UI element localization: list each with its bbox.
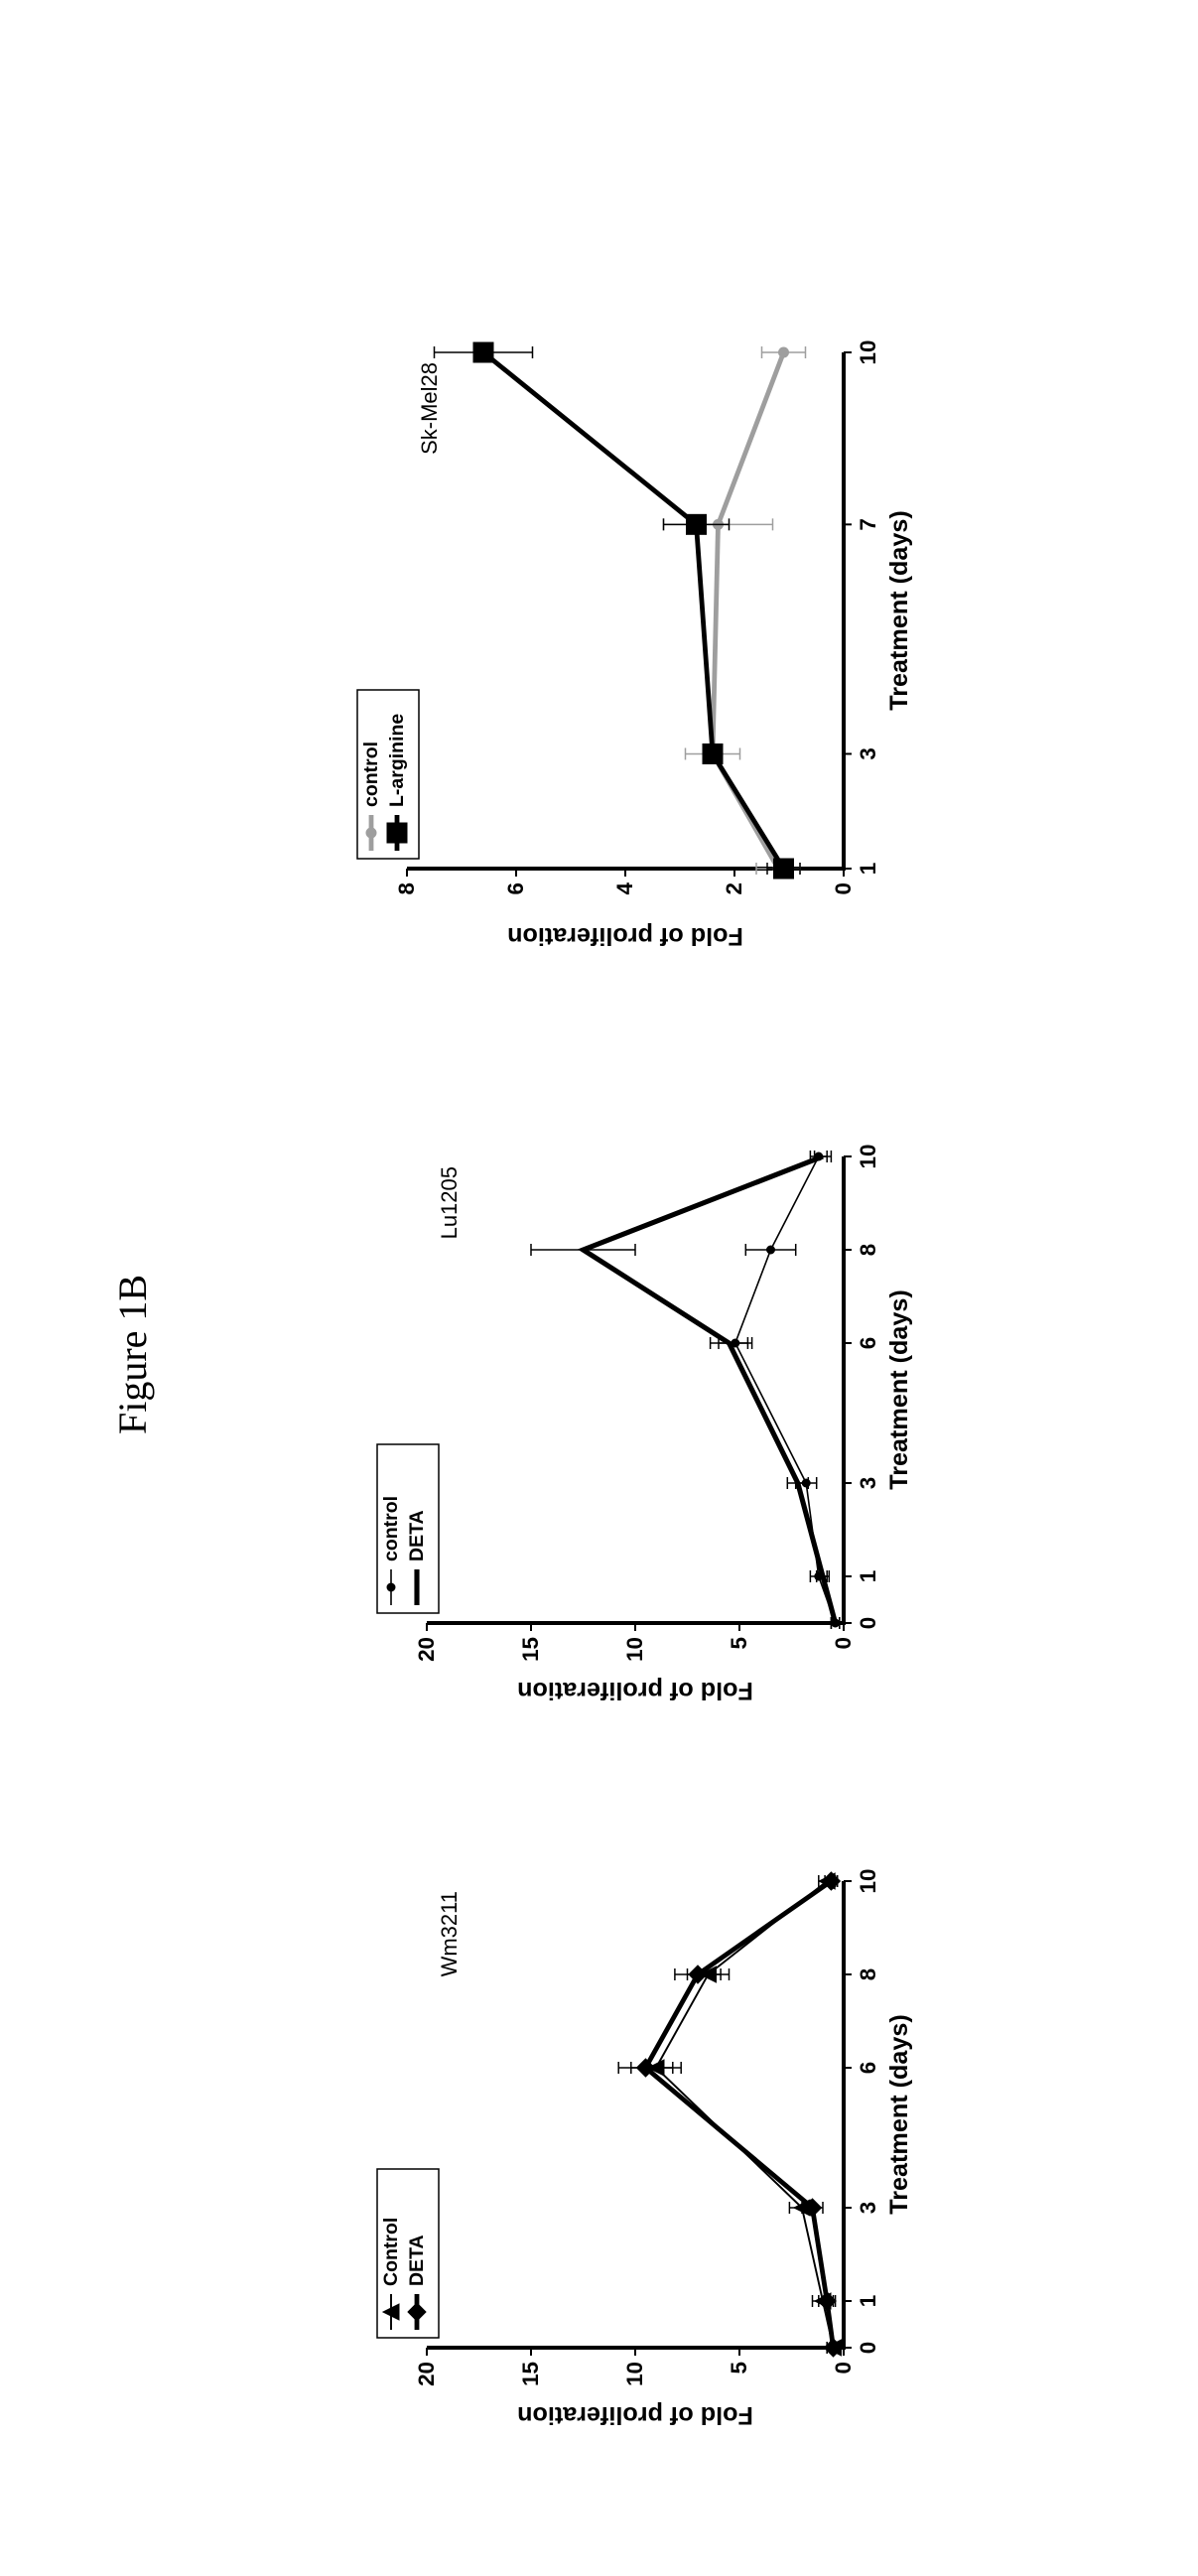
ylabel: Fold of proliferation	[507, 922, 743, 950]
xlabel: Treatment (days)	[885, 2014, 913, 2215]
series-marker	[774, 859, 794, 879]
series-line-DETA	[646, 1881, 834, 2348]
series-line-Control	[656, 1881, 834, 2348]
xtick-label: 3	[856, 2202, 880, 2214]
xtick-label: 8	[856, 1244, 880, 1256]
chart-title: Lu1205	[437, 1166, 462, 1239]
ytick-label: 10	[622, 1637, 647, 1662]
figure-title: Figure 1B	[109, 1275, 156, 1434]
ytick-label: 0	[831, 2362, 856, 2373]
legend-label: DETA	[406, 2235, 428, 2286]
legend-label: control	[380, 1496, 402, 1561]
xtick-label: 7	[856, 518, 880, 530]
xtick-label: 0	[856, 2342, 880, 2354]
xtick-label: 3	[856, 1477, 880, 1489]
ytick-label: 10	[622, 2362, 647, 2386]
legend-label: Control	[380, 2218, 402, 2286]
ytick-label: 20	[414, 2362, 439, 2386]
ytick-label: 4	[612, 881, 637, 894]
ytick-label: 2	[722, 882, 746, 894]
ytick-label: 5	[727, 1637, 751, 1649]
ytick-label: 5	[727, 2362, 751, 2373]
xtick-label: 3	[856, 747, 880, 759]
chart-lu1205: 0 5 10 15 20 0 1 3 6 8 10 Fold of proliferation Trea…	[367, 1137, 923, 1707]
series-line-L-arginine	[483, 352, 784, 869]
xlabel: Treatment (days)	[885, 1289, 913, 1490]
xtick-label: 6	[856, 1337, 880, 1349]
legend-label: control	[360, 742, 382, 807]
xtick-label: 10	[856, 1145, 880, 1169]
legend-label: DETA	[406, 1510, 428, 1561]
chart-skmel28: 0 2 4 6 8 1 3 7 10 Fold of proliferation Treatment…	[347, 333, 923, 953]
chart-title: Wm3211	[437, 1891, 462, 1976]
series-marker	[687, 514, 707, 534]
chart-title: Sk-Mel28	[417, 362, 442, 455]
series-marker	[473, 342, 493, 362]
series-line-DETA	[584, 1156, 836, 1623]
ytick-label: 20	[414, 1637, 439, 1662]
legend-label: L-arginine	[386, 714, 408, 807]
ytick-label: 8	[394, 882, 419, 894]
xtick-label: 6	[856, 2062, 880, 2074]
chart-wm3211: 0 5 10 15 20 0 1 3 6 8 10 Fold of proliferation Trea…	[367, 1861, 923, 2432]
ytick-label: 15	[518, 2362, 543, 2386]
series-marker	[779, 347, 789, 357]
series-marker	[767, 1246, 775, 1254]
ylabel: Fold of proliferation	[517, 1677, 753, 1704]
xtick-label: 1	[856, 2295, 880, 2307]
xlabel: Treatment (days)	[885, 510, 913, 711]
xtick-label: 1	[856, 1570, 880, 1582]
xtick-label: 10	[856, 340, 880, 365]
xtick-label: 8	[856, 1968, 880, 1980]
ytick-label: 0	[831, 1637, 856, 1649]
series-line-control	[713, 352, 784, 869]
xtick-label: 10	[856, 1869, 880, 1894]
ytick-label: 15	[518, 1637, 543, 1662]
ylabel: Fold of proliferation	[517, 2401, 753, 2429]
ytick-label: 0	[831, 882, 856, 894]
series-marker	[703, 744, 723, 763]
xtick-label: 1	[856, 863, 880, 875]
ytick-label: 6	[503, 882, 528, 894]
xtick-label: 0	[856, 1617, 880, 1629]
